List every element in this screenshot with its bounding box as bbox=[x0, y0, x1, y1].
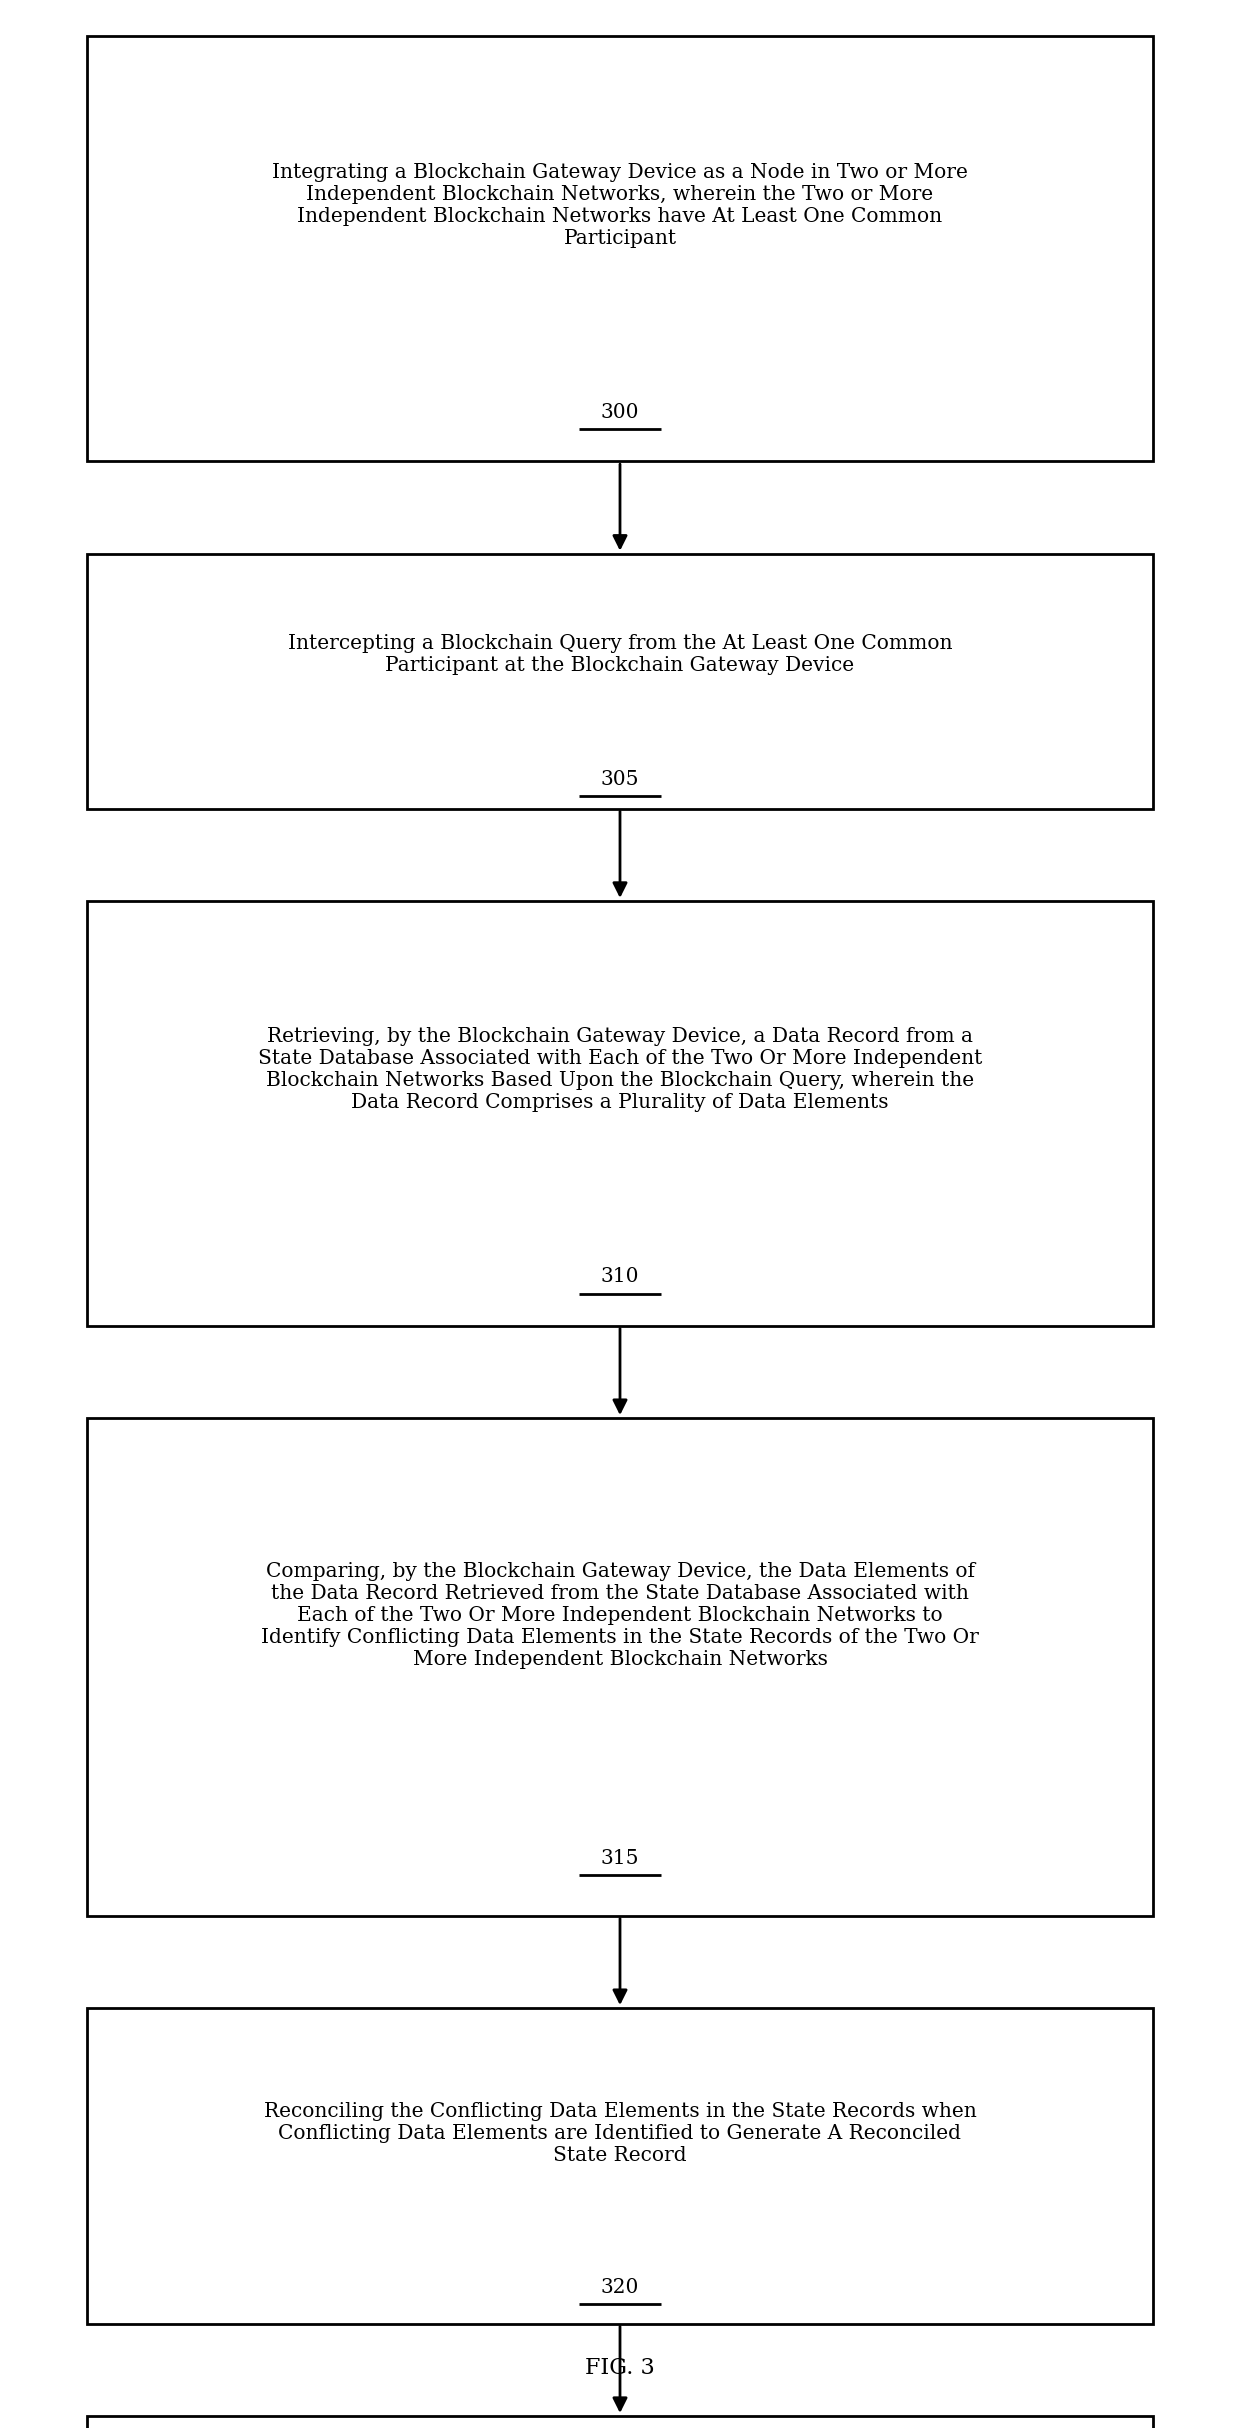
Bar bbox=[87, 554, 1153, 809]
Bar bbox=[87, 1418, 1153, 1916]
Bar bbox=[87, 901, 1153, 1326]
Bar bbox=[87, 2008, 1153, 2324]
Text: Integrating a Blockchain Gateway Device as a Node in Two or More
Independent Blo: Integrating a Blockchain Gateway Device … bbox=[272, 163, 968, 248]
Text: 305: 305 bbox=[600, 770, 640, 789]
Text: Intercepting a Blockchain Query from the At Least One Common
Participant at the : Intercepting a Blockchain Query from the… bbox=[288, 634, 952, 675]
Bar bbox=[87, 2416, 1153, 2428]
Text: Reconciling the Conflicting Data Elements in the State Records when
Conflicting : Reconciling the Conflicting Data Element… bbox=[264, 2103, 976, 2166]
Text: FIG. 3: FIG. 3 bbox=[585, 2358, 655, 2379]
Bar bbox=[87, 36, 1153, 461]
Text: 315: 315 bbox=[600, 1850, 640, 1867]
Text: 320: 320 bbox=[601, 2277, 639, 2297]
Text: 310: 310 bbox=[600, 1267, 640, 1287]
Text: Retrieving, by the Blockchain Gateway Device, a Data Record from a
State Databas: Retrieving, by the Blockchain Gateway De… bbox=[258, 1027, 982, 1112]
Text: 300: 300 bbox=[600, 403, 640, 422]
Text: Comparing, by the Blockchain Gateway Device, the Data Elements of
the Data Recor: Comparing, by the Blockchain Gateway Dev… bbox=[262, 1561, 978, 1670]
